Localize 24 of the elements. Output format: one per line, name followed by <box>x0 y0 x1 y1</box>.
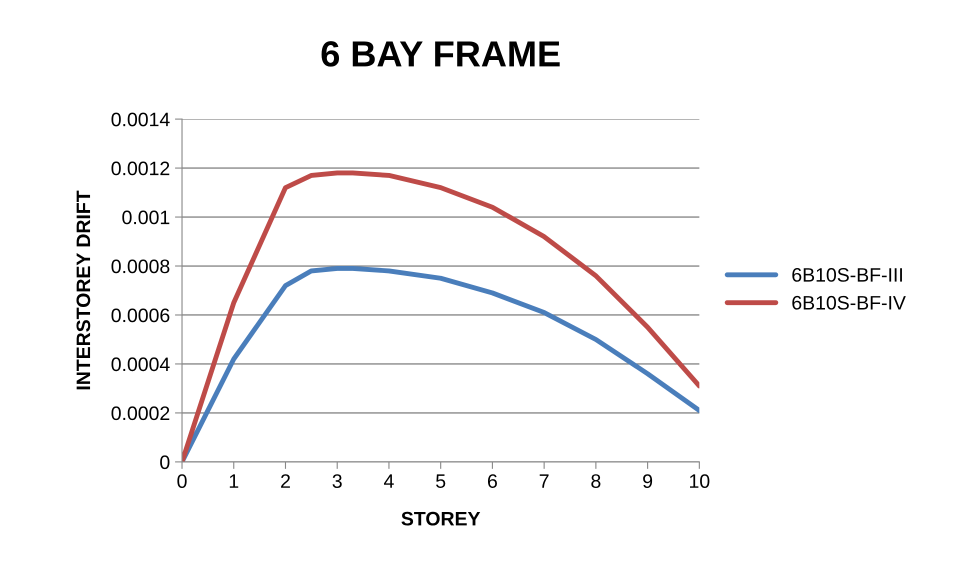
y-tick-label: 0.0006 <box>112 308 170 322</box>
x-tick-label: 4 <box>384 474 394 488</box>
legend-label: 6B10S-BF-IV <box>792 296 906 310</box>
x-tick-label: 6 <box>488 474 497 488</box>
x-tick-label: 9 <box>643 474 652 488</box>
y-tick-label: 0.0014 <box>112 112 170 126</box>
y-tick-label: 0 <box>160 455 170 470</box>
x-tick-label: 3 <box>332 474 342 488</box>
y-tick-label: 0.0008 <box>112 259 170 274</box>
legend-label: 6B10S-BF-III <box>792 268 902 282</box>
y-tick-label: 0.0002 <box>112 406 170 420</box>
y-axis-title: INTERSTOREY DRIFT <box>76 190 90 390</box>
x-tick-label: 5 <box>436 474 446 488</box>
x-tick-label: 8 <box>591 474 600 488</box>
x-tick-label: 10 <box>690 474 710 488</box>
x-tick-label: 0 <box>177 474 187 488</box>
x-tick-label: 7 <box>540 474 549 488</box>
x-axis-title: STOREY <box>401 512 480 526</box>
y-tick-label: 0.0012 <box>112 162 170 176</box>
x-tick-label: 1 <box>230 474 238 488</box>
chart-title: 6 BAY FRAME <box>322 41 560 67</box>
x-tick-label: 2 <box>281 474 290 488</box>
y-tick-label: 0.001 <box>122 210 170 224</box>
y-tick-label: 0.0004 <box>112 357 170 372</box>
